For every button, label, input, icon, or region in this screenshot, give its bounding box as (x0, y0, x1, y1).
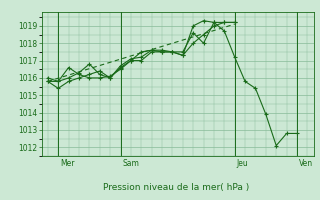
Text: Ven: Ven (299, 159, 313, 168)
Text: Jeu: Jeu (237, 159, 249, 168)
Text: Pression niveau de la mer( hPa ): Pression niveau de la mer( hPa ) (103, 183, 249, 192)
Text: Sam: Sam (123, 159, 140, 168)
Text: Mer: Mer (60, 159, 75, 168)
